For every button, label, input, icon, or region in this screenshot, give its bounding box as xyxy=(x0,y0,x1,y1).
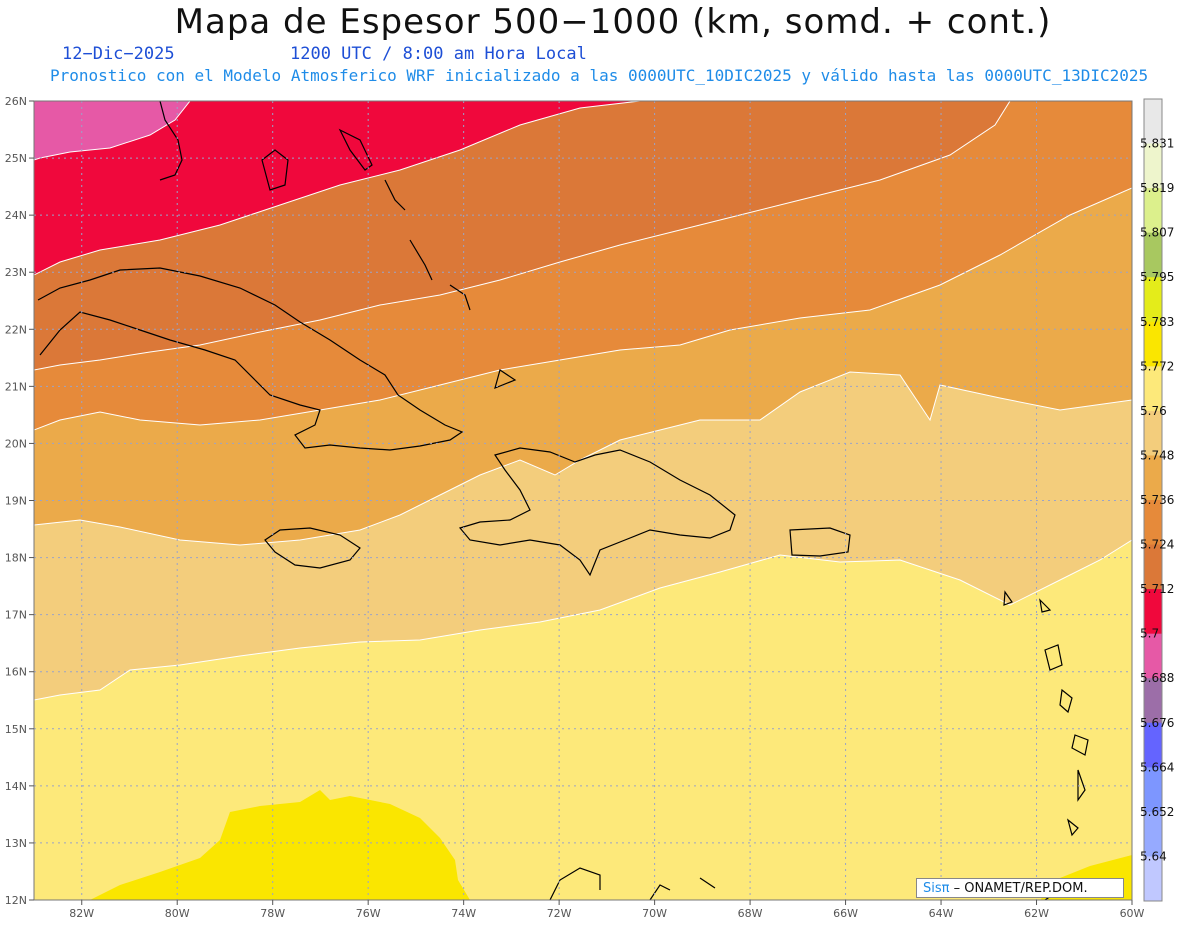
lon-tick-label: 64W xyxy=(929,907,954,920)
colorbar-swatch xyxy=(1144,232,1162,278)
colorbar-label: 5.795 xyxy=(1140,270,1174,284)
band-5-688 xyxy=(34,101,191,161)
colorbar-swatch xyxy=(1144,767,1162,813)
colorbar-label: 5.676 xyxy=(1140,716,1174,730)
colorbar-label: 5.712 xyxy=(1140,582,1174,596)
lat-tick-label: 15N xyxy=(5,723,27,736)
lat-tick-label: 17N xyxy=(5,609,27,622)
lon-tick-label: 66W xyxy=(833,907,858,920)
lat-tick-label: 22N xyxy=(5,323,27,336)
colorbar: 5.831 5.819 5.807 5.795 5.783 5.772 5.76 5.748 5… xyxy=(1140,98,1174,902)
lesser-antilles xyxy=(1003,590,1089,837)
lat-tick-label: 26N xyxy=(5,95,27,108)
lat-ticks: 26N 25N 24N 23N 22N 21N 20N 19N 18N 17N 16N 15N 14N 1… xyxy=(5,95,34,907)
lat-tick-label: 24N xyxy=(5,209,27,222)
credit-org: – ONAMET/REP.DOM. xyxy=(949,881,1088,896)
colorbar-swatch xyxy=(1144,366,1162,412)
lon-tick-label: 68W xyxy=(738,907,763,920)
lon-tick-label: 82W xyxy=(69,907,94,920)
colorbar-label: 5.783 xyxy=(1140,315,1174,329)
colorbar-label: 5.736 xyxy=(1140,493,1174,507)
colorbar-frame xyxy=(1143,98,1163,902)
lon-tick-label: 70W xyxy=(642,907,667,920)
colorbar-swatch xyxy=(1144,410,1162,456)
colorbar-swatch xyxy=(1144,811,1162,857)
colorbar-swatch xyxy=(1144,455,1162,501)
lon-tick-label: 76W xyxy=(356,907,381,920)
colorbar-label: 5.652 xyxy=(1140,805,1174,819)
lat-tick-label: 14N xyxy=(5,780,27,793)
cuba-coast xyxy=(37,267,464,451)
lat-tick-label: 13N xyxy=(5,837,27,850)
colorbar-label: 5.807 xyxy=(1140,226,1174,240)
colorbar-label: 5.7 xyxy=(1140,627,1159,641)
south-american-coast xyxy=(549,867,1081,900)
band-5-7 xyxy=(34,101,641,276)
lat-tick-label: 16N xyxy=(5,666,27,679)
puerto-rico-coast xyxy=(789,527,851,557)
lon-ticks: 82W 80W 78W 76W 74W 72W 70W 68W 66W 64W 62W 60W xyxy=(69,900,1145,920)
lon-tick-label: 80W xyxy=(165,907,190,920)
jamaica-coast xyxy=(264,527,361,569)
lat-tick-label: 12N xyxy=(5,894,27,907)
colorbar-label: 5.688 xyxy=(1140,671,1174,685)
colorbar-swatch xyxy=(1144,143,1162,189)
colorbar-label: 5.64 xyxy=(1140,849,1167,863)
bahamas-chain xyxy=(384,179,517,390)
colorbar-label: 5.724 xyxy=(1140,538,1174,552)
lat-tick-label: 19N xyxy=(5,495,27,508)
colorbar-label: 5.819 xyxy=(1140,181,1174,195)
contour-fill-layer xyxy=(34,101,1132,900)
forecast-subtitle: Pronostico con el Modelo Atmosferico WRF… xyxy=(50,66,1149,85)
lon-tick-label: 60W xyxy=(1120,907,1145,920)
lat-tick-label: 18N xyxy=(5,552,27,565)
colorbar-label: 5.76 xyxy=(1140,404,1167,418)
credit-box: Sisπ – ONAMET/REP.DOM. xyxy=(916,878,1124,898)
colorbar-swatch xyxy=(1144,99,1162,145)
colorbar-swatch xyxy=(1144,722,1162,768)
forecast-time: 1200 UTC / 8:00 am Hora Local xyxy=(290,44,587,64)
colorbar-swatch xyxy=(1144,856,1162,902)
colorbar-label: 5.772 xyxy=(1140,359,1174,373)
hispaniola-coast xyxy=(458,447,736,577)
lon-tick-label: 74W xyxy=(451,907,476,920)
colorbar-label: 5.748 xyxy=(1140,448,1174,462)
lon-tick-label: 78W xyxy=(260,907,285,920)
coastlines xyxy=(37,101,1089,900)
florida-coast xyxy=(159,101,183,181)
colorbar-swatch xyxy=(1144,633,1162,679)
forecast-date: 12−Dic−2025 xyxy=(62,44,175,64)
colorbar-swatch xyxy=(1144,321,1162,367)
band-5-772 xyxy=(90,790,470,900)
colorbar-swatch xyxy=(1144,544,1162,590)
colorbar-swatch xyxy=(1144,589,1162,635)
map-title: Mapa de Espesor 500−1000 (km, somd. + co… xyxy=(174,2,1052,42)
lat-tick-label: 25N xyxy=(5,152,27,165)
colorbar-swatch xyxy=(1144,678,1162,724)
lon-tick-label: 62W xyxy=(1024,907,1049,920)
colorbar-swatch xyxy=(1144,500,1162,546)
colorbar-label: 5.664 xyxy=(1140,760,1174,774)
colorbar-swatch xyxy=(1144,277,1162,323)
lat-tick-label: 23N xyxy=(5,266,27,279)
colorbar-label: 5.831 xyxy=(1140,137,1174,151)
lon-tick-label: 72W xyxy=(547,907,572,920)
colorbar-swatch xyxy=(1144,188,1162,234)
bahamas-andros xyxy=(261,149,289,191)
lat-tick-label: 20N xyxy=(5,437,27,450)
lat-tick-label: 21N xyxy=(5,380,27,393)
credit-sis: Sisπ xyxy=(923,881,950,896)
